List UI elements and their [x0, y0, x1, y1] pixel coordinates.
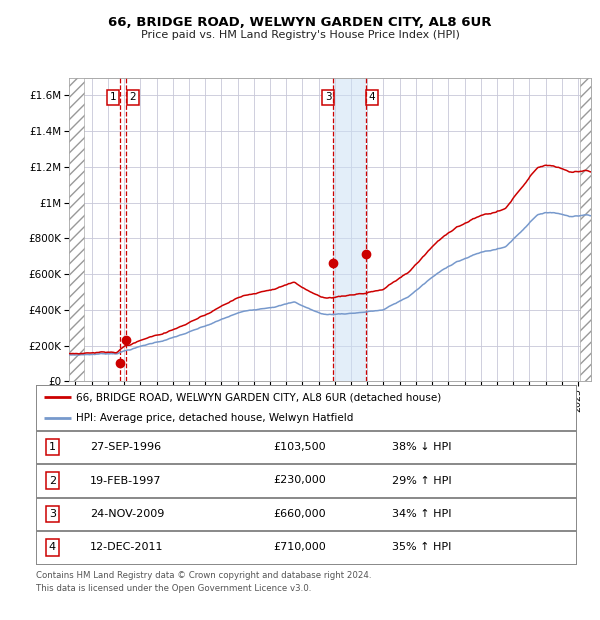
Text: 12-DEC-2011: 12-DEC-2011: [90, 542, 163, 552]
Text: £710,000: £710,000: [274, 542, 326, 552]
Bar: [580, 78, 591, 381]
Text: £230,000: £230,000: [274, 476, 326, 485]
Text: £660,000: £660,000: [274, 509, 326, 519]
Text: 27-SEP-1996: 27-SEP-1996: [90, 442, 161, 452]
Text: HPI: Average price, detached house, Welwyn Hatfield: HPI: Average price, detached house, Welw…: [77, 412, 354, 423]
Text: 34% ↑ HPI: 34% ↑ HPI: [392, 509, 452, 519]
Text: 4: 4: [49, 542, 56, 552]
Text: 3: 3: [325, 92, 331, 102]
Text: 24-NOV-2009: 24-NOV-2009: [90, 509, 164, 519]
Text: Contains HM Land Registry data © Crown copyright and database right 2024.
This d: Contains HM Land Registry data © Crown c…: [36, 571, 371, 593]
Text: Price paid vs. HM Land Registry's House Price Index (HPI): Price paid vs. HM Land Registry's House …: [140, 30, 460, 40]
Text: 2: 2: [130, 92, 136, 102]
Text: 38% ↓ HPI: 38% ↓ HPI: [392, 442, 452, 452]
Bar: [333, 78, 367, 381]
Text: 3: 3: [49, 509, 56, 519]
Text: £103,500: £103,500: [274, 442, 326, 452]
Text: 1: 1: [110, 92, 116, 102]
Text: 29% ↑ HPI: 29% ↑ HPI: [392, 476, 452, 485]
Text: 1: 1: [49, 442, 56, 452]
Text: 2: 2: [49, 476, 56, 485]
Text: 66, BRIDGE ROAD, WELWYN GARDEN CITY, AL8 6UR (detached house): 66, BRIDGE ROAD, WELWYN GARDEN CITY, AL8…: [77, 392, 442, 402]
Text: 35% ↑ HPI: 35% ↑ HPI: [392, 542, 452, 552]
Text: 66, BRIDGE ROAD, WELWYN GARDEN CITY, AL8 6UR: 66, BRIDGE ROAD, WELWYN GARDEN CITY, AL8…: [108, 17, 492, 29]
Text: 19-FEB-1997: 19-FEB-1997: [90, 476, 161, 485]
Text: 4: 4: [368, 92, 375, 102]
Bar: [69, 78, 83, 381]
